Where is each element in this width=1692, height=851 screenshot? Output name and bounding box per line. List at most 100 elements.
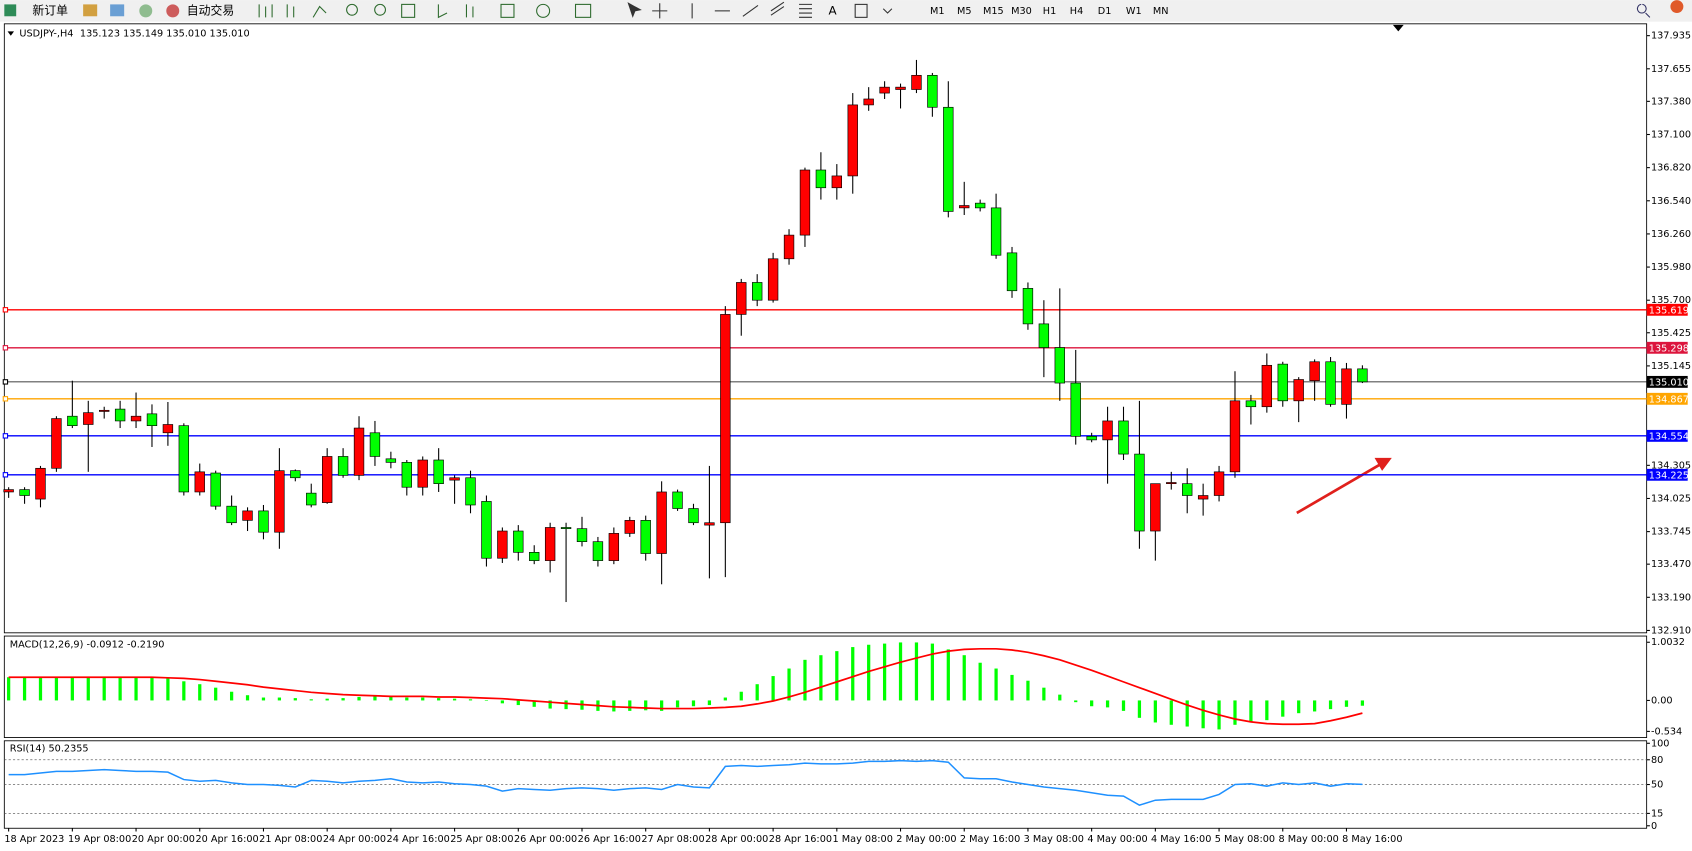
cursor[interactable] xyxy=(627,2,642,18)
macd-bar xyxy=(771,676,775,701)
rsi-line xyxy=(8,759,1363,806)
candle-body xyxy=(1054,347,1065,384)
macd-bar xyxy=(1249,700,1253,723)
candle-body xyxy=(353,427,365,476)
timeframe[interactable]: MN xyxy=(1153,6,1169,17)
macd-bar xyxy=(293,698,297,701)
macd-bar xyxy=(245,695,250,701)
trendline[interactable] xyxy=(742,5,759,17)
y-tick-label: 137.655 xyxy=(1651,64,1691,75)
icon[interactable] xyxy=(258,4,273,18)
level-label: 134.225 xyxy=(1649,470,1689,481)
y-tick-label: 137.100 xyxy=(1651,129,1691,140)
x-tick-label: 2 May 16:00 xyxy=(960,834,1020,845)
macd-bar xyxy=(898,642,903,701)
y-tick-label: 135.700 xyxy=(1651,295,1691,306)
macd-pane xyxy=(3,635,1648,738)
candle-body xyxy=(1022,288,1034,325)
notification[interactable] xyxy=(1670,0,1684,14)
level-label: 134.554 xyxy=(1649,431,1689,442)
y-tick-label: 135.425 xyxy=(1651,328,1691,339)
annotation-arrow xyxy=(1296,457,1392,515)
zoom-out[interactable] xyxy=(374,3,387,16)
candle-body xyxy=(162,424,174,434)
macd-bar xyxy=(1233,700,1237,725)
auto-trade[interactable]: 自动交易 xyxy=(187,3,234,17)
icon[interactable] xyxy=(574,3,592,18)
candle-body xyxy=(831,175,843,189)
macd-bar xyxy=(1153,700,1157,723)
timeframe[interactable]: M5 xyxy=(957,6,972,17)
new-order-icon[interactable] xyxy=(4,4,17,17)
channel[interactable] xyxy=(770,1,785,16)
shapes[interactable] xyxy=(882,8,893,14)
y-tick-label: 0.00 xyxy=(1651,695,1673,706)
macd-bar xyxy=(277,697,282,701)
auto-trade-icon[interactable] xyxy=(166,4,180,18)
candle-body xyxy=(1070,382,1081,437)
macd-bar xyxy=(198,684,202,701)
x-tick-label: 24 Apr 16:00 xyxy=(387,834,450,845)
y-tick-label: 80 xyxy=(1651,755,1663,766)
candle-body xyxy=(114,408,126,422)
y-tick-label: 1.0032 xyxy=(1651,637,1685,648)
candle-body xyxy=(1197,495,1209,500)
fibo[interactable] xyxy=(799,3,812,18)
macd-bar xyxy=(1042,687,1046,701)
candle-body xyxy=(1341,368,1352,405)
candle-body xyxy=(449,477,460,481)
candle-body xyxy=(465,477,476,506)
macd-bar xyxy=(516,700,520,706)
x-tick-label: 26 Apr 16:00 xyxy=(578,834,641,845)
candle-body xyxy=(385,458,397,463)
icon[interactable] xyxy=(437,4,448,19)
label-tool[interactable] xyxy=(854,3,868,18)
symbol: USDJPY-,H4 xyxy=(19,29,73,40)
icon[interactable] xyxy=(83,4,98,17)
icon[interactable] xyxy=(110,4,125,17)
macd-bar xyxy=(867,644,871,701)
macd-bar xyxy=(214,687,218,701)
macd-bar xyxy=(644,700,648,711)
timeframe[interactable]: H1 xyxy=(1043,6,1056,17)
macd-bar xyxy=(882,643,887,701)
crosshair[interactable] xyxy=(652,3,668,19)
level-label: 135.010 xyxy=(1649,377,1689,388)
new-order[interactable]: 新订单 xyxy=(32,3,68,17)
icon[interactable] xyxy=(139,4,153,18)
timeframe[interactable]: W1 xyxy=(1126,6,1142,17)
y-tick-label: 133.745 xyxy=(1651,527,1691,538)
macd-bar xyxy=(755,684,759,701)
level-handle xyxy=(2,396,9,402)
text-tool[interactable]: A xyxy=(828,3,837,17)
icon[interactable] xyxy=(401,3,416,18)
shift-marker[interactable] xyxy=(1392,24,1404,32)
icon[interactable] xyxy=(286,4,295,18)
x-tick-label: 1 May 08:00 xyxy=(833,834,893,845)
y-tick-label: 15 xyxy=(1651,808,1663,819)
icon[interactable] xyxy=(312,5,327,18)
timeframe[interactable]: H4 xyxy=(1070,6,1083,17)
candle-body xyxy=(1182,483,1193,496)
icon[interactable] xyxy=(536,3,551,18)
timeframe[interactable]: M30 xyxy=(1011,6,1032,17)
candle-body xyxy=(752,282,763,301)
drawing-tools xyxy=(627,1,893,19)
timeframe[interactable]: M15 xyxy=(983,6,1004,17)
macd-bar xyxy=(739,691,743,701)
zoom-in[interactable] xyxy=(346,3,358,16)
x-tick-label: 8 May 00:00 xyxy=(1278,834,1338,845)
menu-arrow[interactable] xyxy=(7,31,15,36)
level-label: 134.867 xyxy=(1649,394,1689,405)
level-handle xyxy=(2,433,9,439)
icon[interactable] xyxy=(465,4,474,18)
search[interactable] xyxy=(1636,3,1651,18)
icon[interactable] xyxy=(500,3,515,18)
level-handle xyxy=(2,307,9,313)
macd-bar xyxy=(309,699,313,701)
macd-bar xyxy=(1058,694,1062,701)
timeframe[interactable]: D1 xyxy=(1098,6,1112,17)
candle-body xyxy=(178,425,190,493)
timeframe[interactable]: M1 xyxy=(930,6,945,17)
